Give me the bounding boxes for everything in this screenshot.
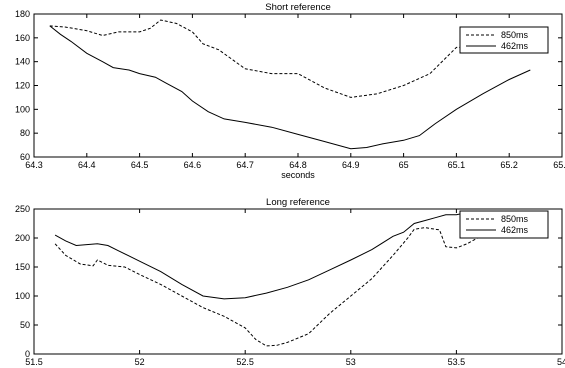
legend-label-850ms: 850ms [501, 30, 529, 40]
x-tick-label: 65.1 [448, 160, 466, 170]
y-tick-label: 0 [25, 349, 30, 359]
x-axis-label: seconds [281, 170, 315, 180]
x-tick-label: 51.5 [25, 357, 43, 367]
y-tick-label: 100 [15, 104, 30, 114]
y-tick-label: 150 [15, 262, 30, 272]
legend-label-462ms: 462ms [501, 41, 529, 51]
x-tick-label: 52.5 [236, 357, 254, 367]
x-tick-label: 64.5 [131, 160, 149, 170]
x-tick-label: 64.3 [25, 160, 43, 170]
y-tick-label: 140 [15, 57, 30, 67]
x-tick-label: 65.2 [500, 160, 518, 170]
y-tick-label: 80 [20, 128, 30, 138]
x-tick-label: 64.4 [78, 160, 96, 170]
y-tick-label: 100 [15, 291, 30, 301]
x-tick-label: 64.6 [184, 160, 202, 170]
x-tick-label: 64.7 [236, 160, 254, 170]
legend-label-462ms: 462ms [501, 225, 529, 235]
x-tick-label: 64.9 [342, 160, 360, 170]
legend-box [459, 210, 549, 239]
x-tick-label: 52 [135, 357, 145, 367]
legend-label-850ms: 850ms [501, 214, 529, 224]
y-tick-label: 160 [15, 33, 30, 43]
y-tick-label: 180 [15, 9, 30, 19]
chart-short-reference: 64.3 64.4 64.5 64.6 64.7 64.8 64.9 65 65.1 65.2 65… [15, 2, 565, 180]
x-tick-label: 65.3 [553, 160, 565, 170]
chart-title: Long reference [266, 197, 330, 208]
chart-long-reference: 51.5 52 52.5 53 53.5 54 0 50 100 150 200 250 Long re… [15, 197, 565, 368]
plot-frame [33, 208, 563, 355]
x-tick-label: 65 [399, 160, 409, 170]
series-line-462ms [49, 25, 531, 150]
series-line-850ms [54, 227, 478, 347]
series-line-462ms [54, 211, 478, 300]
y-tick-label: 60 [20, 152, 30, 162]
y-tick-label: 50 [20, 320, 30, 330]
chart-title: Short reference [265, 2, 330, 13]
x-tick-label: 53.5 [448, 357, 466, 367]
y-tick-label: 200 [15, 233, 30, 243]
series-group [54, 211, 478, 347]
x-tick-label: 54 [557, 357, 565, 367]
legend-box [459, 26, 549, 54]
x-tick-label: 53 [346, 357, 356, 367]
x-tick-label: 64.8 [289, 160, 307, 170]
series-group [49, 19, 531, 150]
series-line-850ms [49, 19, 467, 98]
y-tick-label: 250 [15, 204, 30, 214]
y-tick-label: 120 [15, 81, 30, 91]
